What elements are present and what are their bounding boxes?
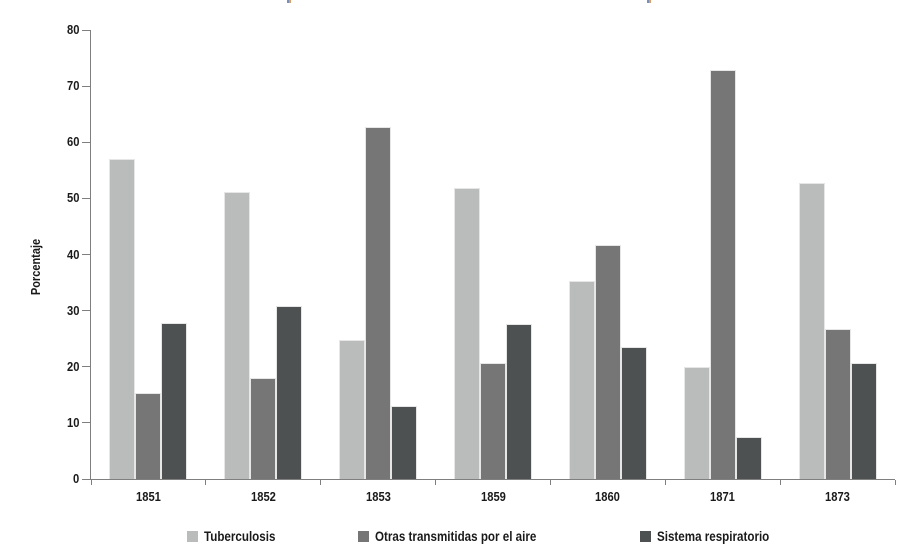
x-tick-mark	[90, 480, 92, 485]
y-axis-title: Porcentaje	[29, 238, 43, 296]
bar-1853-tuberculosis	[339, 340, 366, 479]
plot-area: 0 10 20 30 40 50 60 70 80 1851 1852 1853 1859 1860 18…	[67, 23, 896, 504]
y-tick-label-text: 20	[66, 358, 79, 374]
legend-swatch	[640, 531, 651, 542]
bar-1859-otras-transmitidas-por-el-aire	[480, 362, 506, 479]
x-tick-mark	[435, 480, 437, 485]
y-tick-label: 70	[45, 78, 79, 94]
y-tick-mark	[82, 422, 90, 424]
bar-group-1873: 1873	[780, 30, 895, 504]
legend-swatch	[187, 531, 198, 542]
legend-swatch	[358, 531, 369, 542]
legend-label: Sistema respiratorio	[657, 529, 770, 544]
bar-1859-tuberculosis	[454, 187, 480, 479]
bar-1860-tuberculosis	[568, 280, 595, 479]
y-tick-mark	[82, 85, 90, 87]
y-tick-mark	[82, 197, 90, 199]
x-axis-label-text: 1873	[825, 489, 851, 504]
bar-1859-sistema-respiratorio	[506, 323, 532, 479]
x-axis-label: 1860	[550, 489, 665, 504]
y-tick-mark	[82, 366, 90, 368]
y-tick-label: 20	[45, 358, 79, 374]
legend-item-sistema-respiratorio: Sistema respiratorio	[640, 529, 788, 544]
y-tick-label-text: 70	[66, 78, 79, 94]
bar-1852-sistema-respiratorio	[276, 305, 303, 479]
y-tick-label-text: 10	[66, 414, 79, 430]
bar-1852-tuberculosis	[224, 191, 251, 479]
x-tick-mark	[664, 480, 666, 485]
x-axis-label-text: 1852	[250, 489, 276, 504]
bar-1860-sistema-respiratorio	[620, 346, 647, 479]
x-axis-label-text: 1853	[365, 489, 391, 504]
clipped-title-artifact	[647, 0, 651, 3]
y-tick-label: 80	[45, 22, 79, 37]
bar-group-1853: 1853	[321, 30, 436, 504]
y-tick-label: 50	[45, 190, 79, 206]
x-tick-mark	[549, 480, 551, 485]
y-tick-label-text: 50	[66, 190, 79, 206]
y-tick-label: 10	[45, 414, 79, 430]
y-tick-label-text: 30	[66, 302, 79, 318]
bar-group-1860: 1860	[550, 30, 665, 504]
y-tick-label-text: 60	[66, 134, 79, 150]
x-tick-mark	[205, 480, 207, 485]
legend-item-tuberculosis: Tuberculosis	[187, 529, 287, 544]
legend-label: Tuberculosis	[204, 529, 276, 544]
y-tick-mark	[82, 29, 90, 31]
y-tick-label: 60	[45, 134, 79, 150]
legend-item-otras-transmitidas-por-el-aire: Otras transmitidas por el aire	[358, 529, 563, 544]
y-tick-mark	[82, 254, 90, 255]
x-tick-mark	[320, 480, 322, 485]
x-axis-label: 1852	[206, 489, 321, 504]
y-tick-label: 40	[45, 246, 79, 262]
y-tick-label-text: 80	[66, 22, 79, 37]
x-tick-mark	[894, 480, 896, 485]
x-axis-label: 1853	[321, 489, 436, 504]
x-axis-label: 1873	[780, 489, 895, 504]
bar-1871-sistema-respiratorio	[735, 436, 762, 479]
bar-1851-tuberculosis	[109, 158, 136, 479]
y-tick-label-text: 0	[72, 471, 79, 486]
x-axis-label-text: 1859	[480, 489, 506, 504]
bar-1873-sistema-respiratorio	[850, 362, 877, 479]
bar-1871-tuberculosis	[683, 366, 710, 479]
bar-1873-otras-transmitidas-por-el-aire	[824, 329, 851, 479]
x-axis-label: 1859	[436, 489, 551, 504]
bar-1873-tuberculosis	[798, 183, 825, 479]
bar-groups: 1851 1852 1853 1859 1860 1871 1873	[91, 30, 895, 504]
y-tick-label: 30	[45, 302, 79, 318]
bar-group-1859: 1859	[436, 30, 551, 504]
bar-1871-otras-transmitidas-por-el-aire	[709, 70, 736, 479]
bar-1851-sistema-respiratorio	[161, 322, 188, 479]
bar-1852-otras-transmitidas-por-el-aire	[250, 377, 277, 479]
bar-1860-otras-transmitidas-por-el-aire	[594, 244, 621, 479]
x-axis-label-text: 1860	[595, 489, 621, 504]
bar-1853-otras-transmitidas-por-el-aire	[365, 127, 392, 479]
y-tick-mark	[82, 141, 90, 143]
bar-1851-otras-transmitidas-por-el-aire	[135, 392, 162, 479]
bar-group-1852: 1852	[206, 30, 321, 504]
legend: Tuberculosis Otras transmitidas por el ai…	[90, 529, 894, 549]
y-tick-label-text: 40	[66, 246, 79, 262]
bar-group-1851: 1851	[91, 30, 206, 504]
x-axis-label: 1871	[665, 489, 780, 504]
bar-1853-sistema-respiratorio	[391, 406, 418, 479]
y-tick-mark	[82, 478, 90, 480]
legend-label: Otras transmitidas por el aire	[375, 529, 537, 544]
x-tick-mark	[779, 480, 781, 485]
x-axis-label: 1851	[91, 489, 206, 504]
x-axis-label-text: 1851	[135, 489, 161, 504]
x-axis-label-text: 1871	[710, 489, 736, 504]
clipped-title-artifact	[287, 0, 291, 3]
y-tick-mark	[82, 310, 90, 312]
bar-group-1871: 1871	[665, 30, 780, 504]
y-tick-label: 0	[45, 471, 79, 486]
